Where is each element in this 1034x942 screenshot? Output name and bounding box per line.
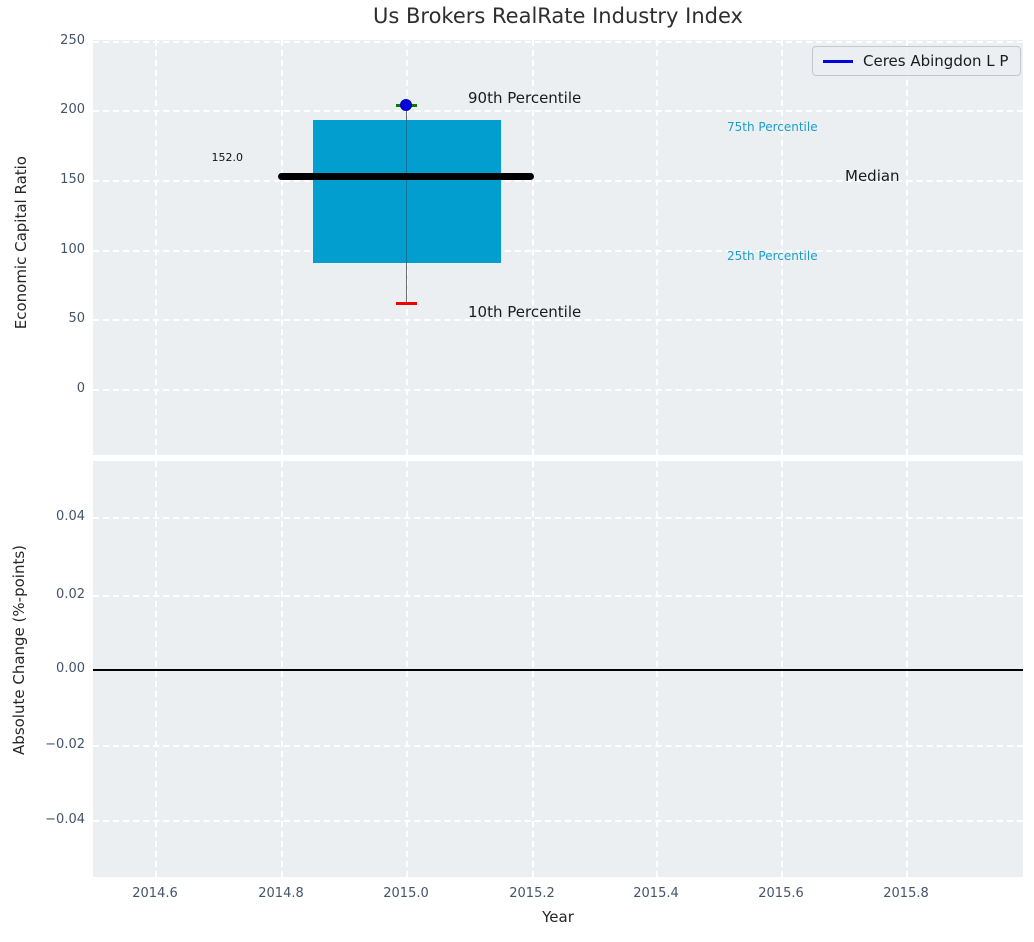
gridline [93,595,1023,597]
p10-label: 10th Percentile [468,303,582,321]
xtick-label: 2014.6 [132,886,178,901]
gridline [656,40,658,455]
ytick-label: 0.04 [56,509,85,524]
legend-label: Ceres Abingdon L P [863,52,1009,70]
gridline [93,517,1023,519]
ytick-label: 200 [60,102,85,117]
interquartile-box [313,120,501,263]
y-axis-label-top: Economic Capital Ratio [12,156,30,330]
gridline [93,110,1023,112]
ytick-label: 0.02 [56,587,85,602]
axes-absolute-change [93,461,1023,877]
ytick-label: 50 [68,311,85,326]
ytick-label: −0.02 [45,737,85,752]
median-label: Median [845,167,900,185]
ytick-label: 0 [76,381,85,396]
gridline [93,180,1023,182]
y-axis-label-bottom: Absolute Change (%-points) [10,545,28,755]
median-line [278,173,534,180]
p75-label: 75th Percentile [727,120,818,134]
series-marker-dot [400,99,412,111]
chart-title: Us Brokers RealRate Industry Index [373,4,743,28]
ytick-label: 250 [60,33,85,48]
p10-cap [396,302,417,305]
gridline [93,319,1023,321]
whisker-line-inner [406,120,407,263]
gridline [781,40,783,455]
gridline [906,40,908,455]
xtick-label: 2014.8 [258,886,304,901]
ytick-label: −0.04 [45,812,85,827]
xtick-label: 2015.6 [758,886,804,901]
axes-economic-capital-ratio: 152.0 90th Percentile 10th Percentile 75… [93,40,1023,455]
gridline [93,389,1023,391]
zero-reference-line [93,669,1023,671]
ytick-label: 150 [60,172,85,187]
gridline [281,40,283,455]
ytick-label: 100 [60,242,85,257]
median-value-label: 152.0 [211,151,244,164]
p90-label: 90th Percentile [468,89,582,107]
gridline [155,40,157,455]
xtick-label: 2015.2 [509,886,555,901]
legend-line-swatch [823,59,853,63]
x-axis-label: Year [542,908,574,926]
ytick-label: 0.00 [56,661,85,676]
gridline [93,41,1023,43]
gridline [93,745,1023,747]
gridline [93,250,1023,252]
gridline [93,820,1023,822]
gridline [532,40,534,455]
legend: Ceres Abingdon L P [812,46,1022,76]
xtick-label: 2015.0 [383,886,429,901]
xtick-label: 2015.8 [883,886,929,901]
xtick-label: 2015.4 [633,886,679,901]
p25-label: 25th Percentile [727,249,818,263]
